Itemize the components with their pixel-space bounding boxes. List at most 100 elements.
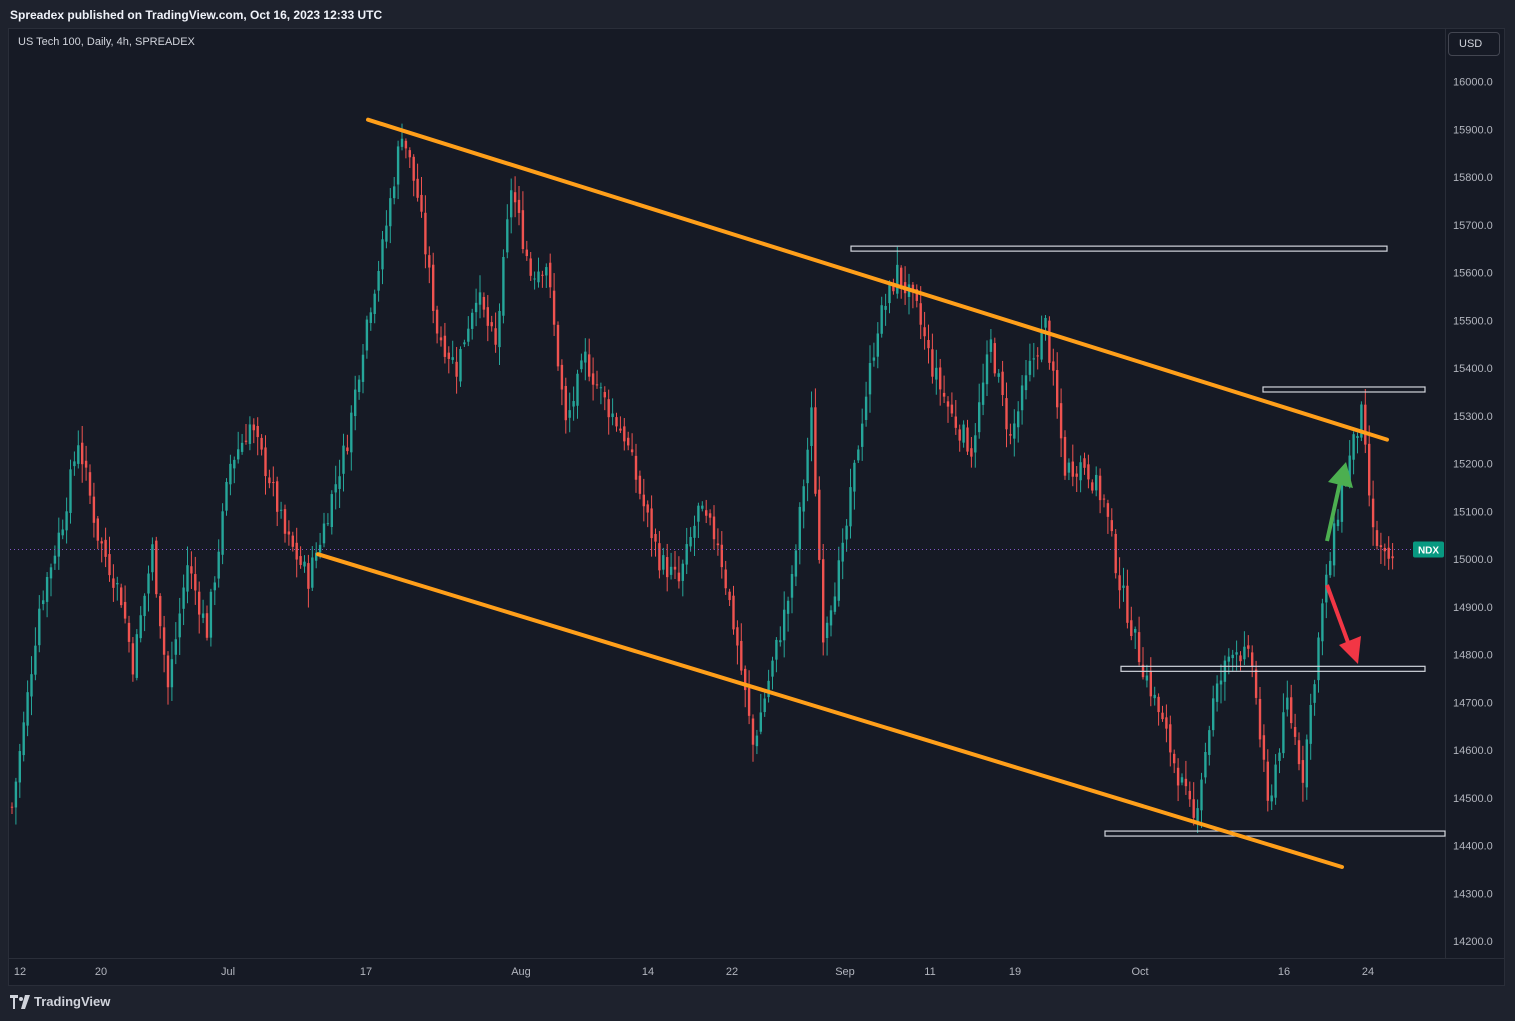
candle-body <box>962 424 965 443</box>
candle-body <box>1122 585 1125 588</box>
trend-line <box>366 117 1389 442</box>
candle-body <box>857 449 860 461</box>
candle-body <box>701 505 704 509</box>
candle-body <box>424 212 427 255</box>
price-tick: 15900.0 <box>1453 124 1493 136</box>
candle-body <box>1056 370 1059 408</box>
candle-body <box>217 551 220 579</box>
arrow-up-head <box>1328 462 1353 488</box>
candle-body <box>1087 464 1090 480</box>
candle-body <box>400 138 404 147</box>
candle-body <box>1286 697 1289 710</box>
candle-body <box>291 535 294 547</box>
candle-body <box>361 354 365 382</box>
candle-body <box>845 525 848 540</box>
candle-body <box>396 146 400 185</box>
candle-body <box>116 583 119 585</box>
candle-body <box>1102 498 1106 500</box>
price-tick: 15800.0 <box>1453 172 1493 184</box>
candle-body <box>537 271 540 283</box>
price-tick: 14600.0 <box>1453 745 1493 757</box>
candle-body <box>100 541 103 544</box>
candle-body <box>825 622 829 639</box>
candle-body <box>517 199 521 213</box>
tradingview-icon <box>10 994 30 1009</box>
candle-body <box>61 529 64 536</box>
candle-body <box>131 643 135 675</box>
candle-body <box>1379 545 1383 548</box>
candle-body <box>615 417 618 427</box>
candle-body <box>677 572 681 582</box>
candle-body <box>346 447 349 452</box>
symbol-info: US Tech 100, Daily, 4h, SPREADEX <box>18 36 195 48</box>
candle-body <box>568 410 571 418</box>
chart-frame[interactable] <box>8 28 1505 986</box>
candle-body <box>108 554 111 576</box>
candle-body <box>927 339 930 349</box>
price-tick: 14400.0 <box>1453 841 1493 853</box>
candle-body <box>915 289 918 301</box>
candle-body <box>432 264 435 311</box>
candle-body <box>303 561 306 567</box>
candle-body <box>1348 455 1351 481</box>
tradingview-logo[interactable]: TradingView <box>10 994 110 1009</box>
candle-body <box>736 627 739 646</box>
candle-body <box>443 335 447 357</box>
candle-body <box>463 342 466 345</box>
candle-body <box>775 639 778 660</box>
candle-body <box>1184 778 1188 787</box>
candle-body <box>77 445 80 464</box>
time-tick: 20 <box>95 966 107 978</box>
candle-body <box>923 327 926 337</box>
candle-body <box>447 352 450 359</box>
candle-body <box>1180 777 1184 783</box>
candle-body <box>408 150 411 158</box>
candle-body <box>1075 473 1078 477</box>
candle-body <box>759 712 762 732</box>
candle-body <box>935 367 938 380</box>
candle-body <box>1231 654 1234 659</box>
price-tick: 14700.0 <box>1453 697 1493 709</box>
candle-body <box>849 487 852 527</box>
price-axis: 16000.0 15900.0 15800.0 15700.0 15600.0 15500… <box>1453 77 1493 949</box>
candle-body <box>1048 320 1051 363</box>
candle-body <box>135 634 138 678</box>
candle-body <box>693 525 696 538</box>
candle-body <box>763 698 766 713</box>
candle-body <box>771 660 774 677</box>
candle-body <box>1293 727 1297 737</box>
candle-body <box>1145 675 1149 681</box>
candle-body <box>646 504 649 513</box>
time-tick: 14 <box>642 966 654 978</box>
candle-body <box>412 156 415 181</box>
candle-body <box>139 615 142 639</box>
candle-body <box>1262 735 1266 760</box>
candle-body <box>685 544 688 565</box>
candle-body <box>1063 436 1067 476</box>
candle-body <box>299 556 302 565</box>
candle-body <box>1243 646 1246 660</box>
currency-selector[interactable]: USD <box>1448 32 1500 56</box>
candle-body <box>740 640 743 671</box>
candle-body <box>1013 423 1016 439</box>
candle-body <box>1317 637 1320 681</box>
candle-body <box>1091 482 1094 491</box>
candle-body <box>1024 375 1028 391</box>
price-tick: 15600.0 <box>1453 268 1493 280</box>
candle-body <box>34 645 37 675</box>
candle-body <box>357 379 361 393</box>
candle-body <box>506 219 509 253</box>
time-tick: 11 <box>924 966 935 978</box>
candle-body <box>896 264 899 294</box>
candle-body <box>268 477 271 484</box>
candle-body <box>1005 398 1008 430</box>
candle-body <box>919 303 922 325</box>
candle-body <box>997 373 1000 377</box>
candle-body <box>1371 498 1375 528</box>
candle-body <box>369 312 372 323</box>
candle-body <box>252 424 255 431</box>
candle-body <box>451 357 454 360</box>
price-tick: 14800.0 <box>1453 650 1493 662</box>
candle-body <box>580 360 583 370</box>
